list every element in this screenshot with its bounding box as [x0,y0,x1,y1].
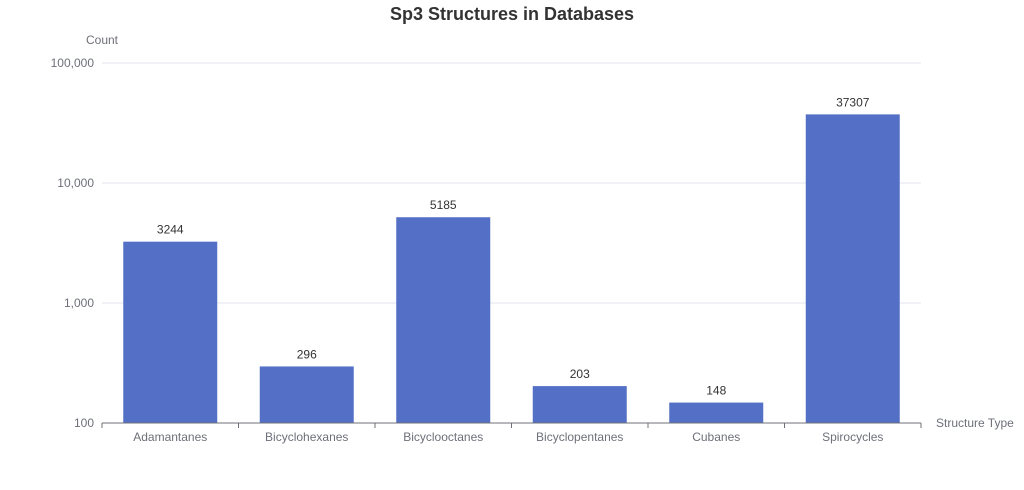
gridlines [102,62,921,304]
data-label-bicyclopentanes: 203 [570,367,590,381]
y-axis-ticks: 100 1,000 10,000 100,000 [51,56,95,430]
bar-adamantanes[interactable] [123,241,218,423]
chart-title: Sp3 Structures in Databases [390,4,634,24]
bar-bicyclooctanes[interactable] [396,217,491,423]
x-tick-label-spirocycles: Spirocycles [822,430,883,444]
y-tick-label: 100,000 [51,56,95,70]
bar-bicyclohexanes[interactable] [259,366,354,423]
y-tick-label: 10,000 [57,176,94,190]
x-tick-label-cubanes: Cubanes [692,430,740,444]
x-tick-label-bicyclopentanes: Bicyclopentanes [536,430,623,444]
y-axis-label: Count [86,33,119,47]
x-axis: Adamantanes Bicyclohexanes Bicyclooctanes B… [101,422,922,444]
data-label-bicyclohexanes: 296 [297,347,317,361]
bar-spirocycles[interactable] [805,114,900,423]
data-labels: 3244 296 5185 203 148 37307 [157,95,870,397]
bar-bicyclopentanes[interactable] [532,386,627,423]
data-label-cubanes: 148 [706,384,726,398]
y-tick-label: 100 [74,416,94,430]
x-tick-label-bicyclohexanes: Bicyclohexanes [265,430,348,444]
x-tick-label-bicyclooctanes: Bicyclooctanes [403,430,483,444]
data-label-adamantanes: 3244 [157,223,184,237]
x-axis-label: Structure Type [936,416,1014,430]
data-label-bicyclooctanes: 5185 [430,198,457,212]
x-tick-label-adamantanes: Adamantanes [133,430,207,444]
bar-cubanes[interactable] [669,402,764,423]
y-tick-label: 1,000 [64,296,94,310]
data-label-spirocycles: 37307 [836,95,870,109]
bars [123,114,900,423]
